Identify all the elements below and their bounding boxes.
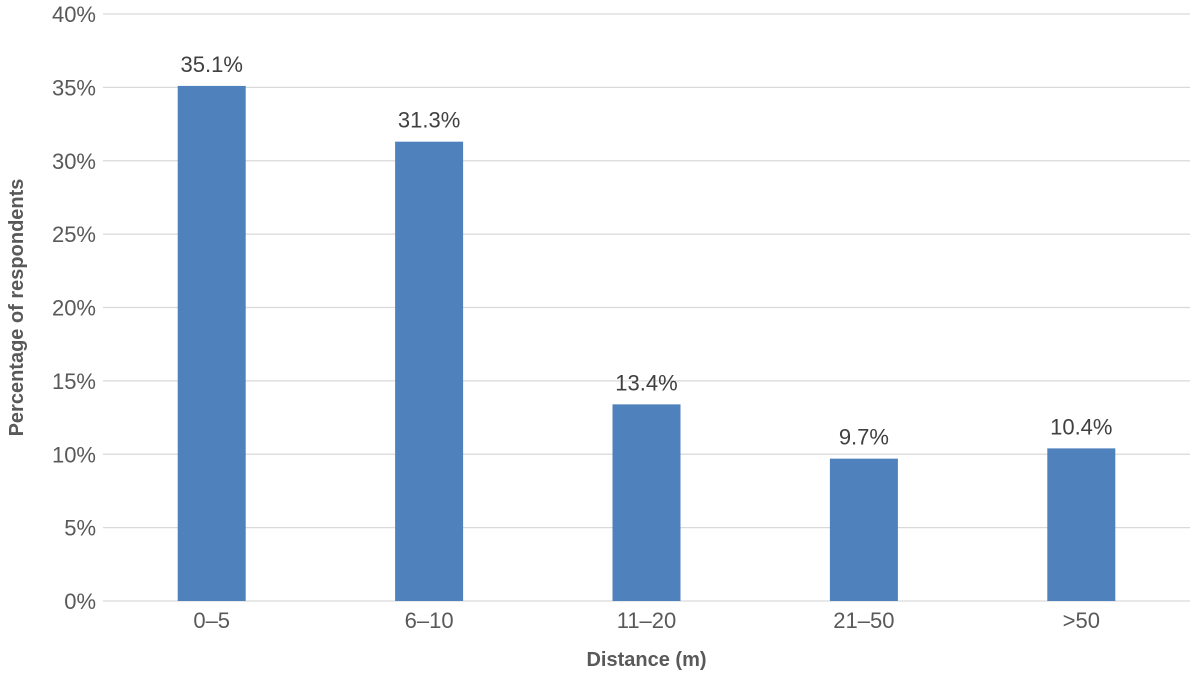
bar (1047, 448, 1116, 601)
x-tick-label: 11–20 (617, 608, 677, 633)
data-label: 13.4% (615, 370, 677, 395)
data-label: 9.7% (839, 425, 889, 450)
bar (612, 404, 681, 601)
y-tick-label: 30% (52, 149, 96, 174)
x-tick-label: 6–10 (405, 608, 454, 633)
gridlines (103, 13, 1190, 602)
x-tick-label: 0–5 (193, 608, 230, 633)
x-tick-label: 21–50 (833, 608, 894, 633)
bar (177, 85, 246, 602)
x-axis-title: Distance (m) (586, 649, 706, 671)
y-tick-label: 35% (52, 75, 96, 100)
data-label: 31.3% (398, 108, 460, 133)
data-labels: 35.1% 31.3% 13.4% 9.7% 10.4% (181, 52, 1113, 450)
y-tick-label: 20% (52, 296, 96, 321)
y-tick-label: 5% (64, 516, 96, 541)
bar (829, 458, 898, 601)
y-axis-title: Percentage of respondents (6, 179, 28, 437)
data-label: 35.1% (181, 52, 243, 77)
bar (395, 141, 464, 602)
data-label: 10.4% (1050, 414, 1112, 439)
y-tick-label: 40% (52, 2, 96, 27)
y-tick-label: 0% (64, 589, 96, 614)
x-tick-label: >50 (1063, 608, 1100, 633)
y-tick-label: 25% (52, 222, 96, 247)
y-axis-ticks: 0% 5% 10% 15% 20% 25% 30% 35% 40% (52, 2, 96, 614)
x-axis-ticks: 0–5 6–10 11–20 21–50 >50 (193, 608, 1100, 633)
y-tick-label: 15% (52, 369, 96, 394)
y-tick-label: 10% (52, 442, 96, 467)
bars (177, 85, 1116, 602)
